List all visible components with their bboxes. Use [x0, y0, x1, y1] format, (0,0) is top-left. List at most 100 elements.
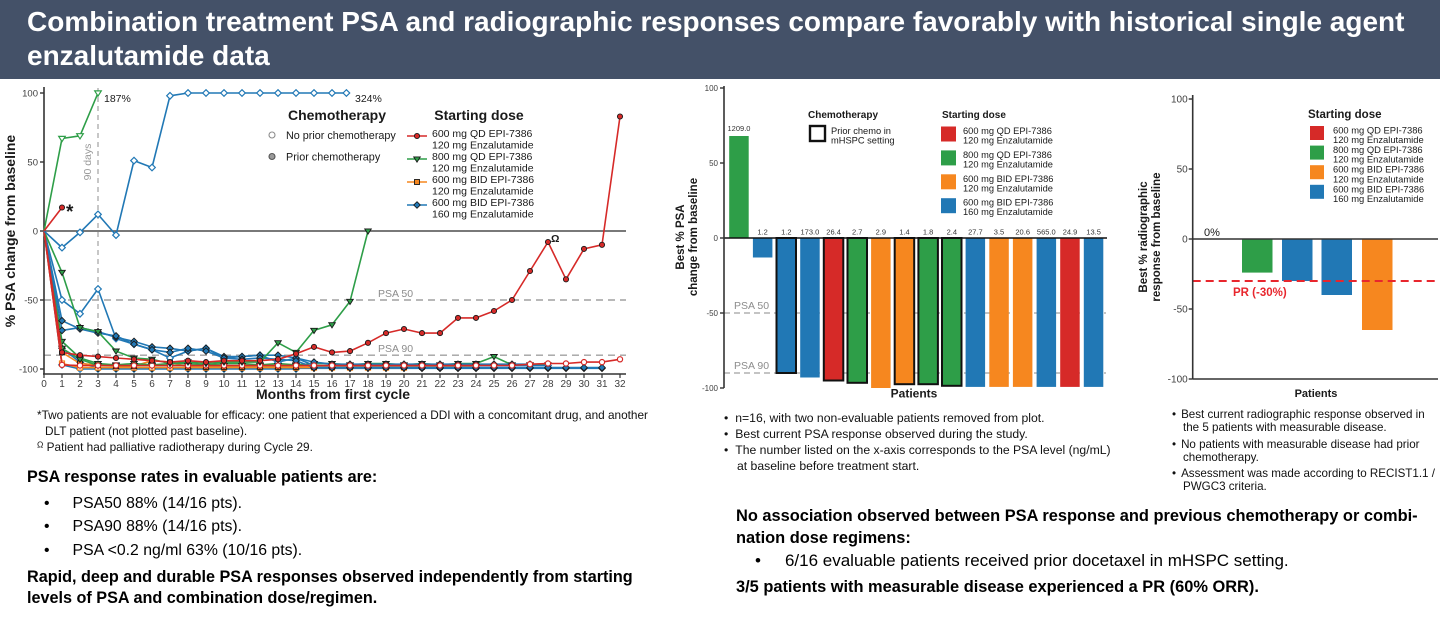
svg-text:24.9: 24.9 [1063, 228, 1078, 237]
svg-text:Starting dose: Starting dose [942, 110, 1006, 121]
svg-text:600 mg QD EPI-7386: 600 mg QD EPI-7386 [1333, 125, 1423, 136]
svg-text:Months from first cycle: Months from first cycle [256, 386, 410, 402]
svg-text:0: 0 [41, 379, 47, 390]
svg-text:160 mg Enzalutamide: 160 mg Enzalutamide [1333, 193, 1424, 204]
svg-text:324%: 324% [355, 93, 382, 105]
svg-text:Prior chemotherapy: Prior chemotherapy [286, 152, 381, 164]
svg-text:31: 31 [596, 379, 608, 390]
svg-text:5: 5 [131, 379, 137, 390]
svg-text:10: 10 [218, 379, 230, 390]
svg-text:2.9: 2.9 [876, 228, 886, 237]
svg-text:22: 22 [434, 379, 446, 390]
svg-text:26: 26 [506, 379, 518, 390]
svg-text:50: 50 [27, 158, 38, 169]
svg-text:29: 29 [560, 379, 572, 390]
svg-text:600 mg QD EPI-7386: 600 mg QD EPI-7386 [432, 128, 533, 140]
svg-text:160 mg Enzalutamide: 160 mg Enzalutamide [432, 209, 534, 221]
svg-text:Patients: Patients [891, 387, 938, 401]
svg-text:% PSA change from baseline: % PSA change from baseline [2, 135, 18, 328]
svg-text:120 mg Enzalutamide: 120 mg Enzalutamide [1333, 134, 1424, 145]
svg-text:600 mg BID EPI-7386: 600 mg BID EPI-7386 [432, 174, 534, 186]
svg-text:16: 16 [326, 379, 338, 390]
svg-text:187%: 187% [104, 93, 131, 105]
svg-text:1: 1 [59, 379, 65, 390]
svg-text:2.4: 2.4 [947, 228, 957, 237]
svg-text:9: 9 [203, 379, 209, 390]
svg-text:Starting dose: Starting dose [1308, 109, 1381, 121]
svg-text:120 mg Enzalutamide: 120 mg Enzalutamide [432, 163, 534, 175]
svg-text:Chemotherapy: Chemotherapy [808, 110, 878, 121]
svg-text:Starting dose: Starting dose [434, 107, 524, 123]
svg-text:response from baseline: response from baseline [1151, 172, 1163, 301]
svg-text:11: 11 [237, 379, 248, 390]
svg-text:120 mg Enzalutamide: 120 mg Enzalutamide [963, 159, 1053, 169]
svg-text:24: 24 [470, 379, 482, 390]
svg-text:21: 21 [416, 379, 428, 390]
svg-text:120 mg Enzalutamide: 120 mg Enzalutamide [432, 186, 534, 198]
svg-text:120 mg Enzalutamide: 120 mg Enzalutamide [432, 140, 534, 152]
svg-text:100: 100 [22, 89, 38, 100]
svg-text:*: * [66, 202, 74, 223]
svg-text:15: 15 [308, 379, 320, 390]
svg-text:0: 0 [33, 227, 38, 238]
svg-text:565.0: 565.0 [1037, 228, 1056, 237]
svg-text:0: 0 [714, 234, 719, 243]
svg-text:12: 12 [254, 379, 266, 390]
svg-text:4: 4 [113, 379, 119, 390]
svg-text:1.8: 1.8 [923, 228, 933, 237]
svg-text:600 mg BID EPI-7386: 600 mg BID EPI-7386 [1333, 164, 1424, 175]
svg-text:600 mg BID EPI-7386: 600 mg BID EPI-7386 [963, 174, 1053, 184]
svg-text:18: 18 [362, 379, 374, 390]
svg-text:13.5: 13.5 [1086, 228, 1101, 237]
svg-text:-100: -100 [1168, 375, 1188, 386]
svg-text:6: 6 [149, 379, 155, 390]
svg-text:-50: -50 [1173, 305, 1188, 316]
svg-text:27.7: 27.7 [968, 228, 983, 237]
svg-text:change from baseline: change from baseline [688, 178, 700, 296]
svg-text:600 mg BID EPI-7386: 600 mg BID EPI-7386 [432, 197, 534, 209]
svg-text:30: 30 [578, 379, 590, 390]
svg-text:2: 2 [77, 379, 83, 390]
svg-text:Chemotherapy: Chemotherapy [288, 107, 386, 123]
svg-text:-100: -100 [702, 384, 719, 393]
svg-text:PR (-30%): PR (-30%) [1233, 287, 1287, 299]
svg-text:50: 50 [709, 159, 718, 168]
svg-text:PSA 50: PSA 50 [734, 300, 769, 312]
svg-text:PSA 90: PSA 90 [734, 360, 769, 372]
svg-text:1.2: 1.2 [781, 228, 791, 237]
svg-text:50: 50 [1177, 165, 1189, 176]
svg-text:100: 100 [705, 84, 719, 93]
svg-text:20.6: 20.6 [1015, 228, 1030, 237]
svg-text:120 mg Enzalutamide: 120 mg Enzalutamide [1333, 154, 1424, 165]
svg-text:100: 100 [1171, 95, 1188, 106]
svg-text:-100: -100 [19, 365, 38, 376]
svg-text:Best % radiographic: Best % radiographic [1138, 181, 1150, 293]
svg-text:PSA 90: PSA 90 [378, 343, 413, 355]
svg-text:26.4: 26.4 [826, 228, 841, 237]
svg-text:Ω: Ω [551, 233, 559, 245]
svg-text:120 mg Enzalutamide: 120 mg Enzalutamide [1333, 173, 1424, 184]
svg-text:120 mg Enzalutamide: 120 mg Enzalutamide [963, 183, 1053, 193]
svg-text:PSA 50: PSA 50 [378, 288, 413, 300]
svg-text:No prior chemotherapy: No prior chemotherapy [286, 130, 396, 142]
svg-text:Prior chemo in: Prior chemo in [831, 126, 891, 136]
svg-text:7: 7 [167, 379, 173, 390]
svg-text:120 mg Enzalutamide: 120 mg Enzalutamide [963, 136, 1053, 146]
svg-text:1.2: 1.2 [757, 228, 767, 237]
svg-text:-50: -50 [706, 309, 718, 318]
svg-text:0%: 0% [1204, 227, 1220, 239]
svg-text:13: 13 [272, 379, 284, 390]
svg-text:27: 27 [524, 379, 536, 390]
svg-text:173.0: 173.0 [801, 228, 820, 237]
svg-text:800 mg QD EPI-7386: 800 mg QD EPI-7386 [1333, 144, 1423, 155]
svg-text:32: 32 [614, 379, 626, 390]
svg-text:25: 25 [488, 379, 500, 390]
svg-text:2.7: 2.7 [852, 228, 862, 237]
svg-text:14: 14 [290, 379, 302, 390]
svg-text:800 mg QD EPI-7386: 800 mg QD EPI-7386 [432, 151, 533, 163]
svg-text:20: 20 [398, 379, 410, 390]
svg-text:23: 23 [452, 379, 464, 390]
svg-text:600 mg BID EPI-7386: 600 mg BID EPI-7386 [1333, 183, 1424, 194]
svg-text:28: 28 [542, 379, 554, 390]
svg-text:17: 17 [344, 379, 356, 390]
